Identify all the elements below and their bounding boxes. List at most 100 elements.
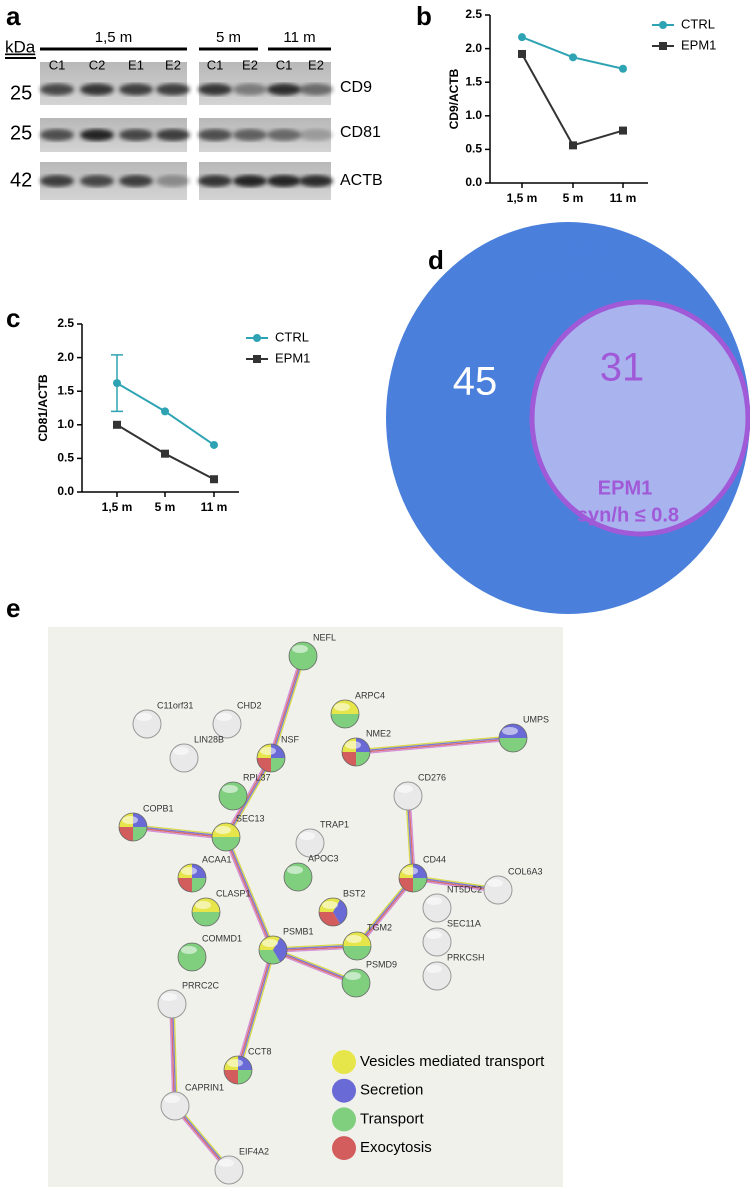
network-edge [273, 948, 357, 983]
kda-marker: 42 [10, 169, 32, 191]
node-gloss [181, 867, 197, 875]
node-gloss [215, 826, 231, 834]
node-label: BST2 [343, 888, 366, 898]
kda-marker: 25 [10, 82, 32, 104]
node-gloss [426, 965, 442, 973]
venn-rule: syn/h ≤ 0.8 [577, 504, 679, 526]
network-edge [236, 949, 273, 1070]
network-node-outline [258, 935, 288, 965]
network-node-outline [177, 863, 207, 893]
network-node-slice [413, 878, 427, 892]
network-node-slice [238, 1070, 252, 1084]
node-label: CHD2 [237, 700, 262, 710]
node-gloss [218, 1159, 234, 1167]
blot-strip [199, 62, 331, 105]
node-gloss [502, 727, 518, 735]
point [113, 420, 121, 429]
node-gloss [181, 946, 197, 954]
network-node-outline [398, 863, 428, 893]
node-label: SEC13 [236, 813, 265, 823]
node-gloss [345, 741, 361, 749]
node-label: CCT8 [248, 1046, 272, 1056]
network-node-outline [191, 897, 221, 927]
blot-band [198, 129, 232, 141]
panel-label: e [6, 593, 20, 623]
kda-marker: 25 [10, 122, 32, 144]
network-edge [355, 735, 513, 751]
node-label: TGM2 [367, 922, 392, 932]
blot-band [233, 129, 267, 141]
network-edge [357, 878, 415, 947]
venn-rule: syn/h ≥ 1.2 [536, 266, 638, 288]
node-label: COPB1 [143, 803, 174, 813]
node-gloss [345, 972, 361, 980]
lane-label: E2 [242, 57, 258, 72]
network-edge [238, 950, 275, 1071]
node-label: COMMD1 [202, 933, 242, 943]
network-edge [133, 825, 227, 837]
blot-band [80, 175, 114, 187]
legend-swatch [332, 1078, 356, 1103]
blot-band [119, 129, 153, 141]
x-tick-label: 11 m [610, 191, 637, 205]
blot-band [198, 175, 232, 187]
network-node-slice [356, 752, 370, 766]
node-label: RPL37 [243, 772, 271, 782]
node-label: CD44 [423, 854, 446, 864]
network-edge [269, 655, 303, 758]
y-tick-label: 0.0 [57, 484, 74, 498]
legend-swatch [332, 1107, 356, 1132]
lane-label: E2 [308, 57, 324, 72]
blot-band [80, 83, 114, 96]
network-node-slice [133, 827, 147, 841]
network-edge [235, 949, 272, 1070]
node-label: PRKCSH [447, 952, 485, 962]
node-gloss [322, 901, 338, 909]
blot-band [156, 83, 190, 96]
point [210, 475, 218, 484]
node-label: SEC11A [447, 918, 481, 928]
blot-band [119, 175, 153, 187]
network-edge [226, 758, 273, 838]
network-node-slice [192, 878, 206, 892]
node-gloss [287, 866, 303, 874]
node-label: NT5DC2 [447, 884, 482, 894]
network-node-slice [271, 744, 285, 758]
x-tick-label: 11 m [201, 500, 228, 514]
network-node-slice [399, 878, 413, 892]
network-edge [271, 951, 356, 986]
network-edge [227, 835, 276, 950]
point [569, 53, 577, 62]
network-edge [223, 837, 272, 952]
lane-label: E1 [128, 57, 144, 72]
network-node-slice [119, 827, 133, 841]
node-label: LIN28B [194, 734, 224, 744]
network-node-outline [223, 1055, 253, 1085]
node-gloss [334, 703, 350, 711]
legend-label: CTRL [275, 329, 309, 344]
y-axis-label: CD9/ACTB [447, 68, 461, 129]
blot-band [40, 129, 74, 141]
y-tick-label: 0.0 [465, 175, 482, 189]
network-edge [169, 1004, 174, 1107]
panel-label: d [428, 245, 444, 275]
network-edge [132, 828, 226, 840]
protein-label: CD9 [340, 79, 372, 96]
node-gloss [222, 785, 238, 793]
network-edge [272, 950, 356, 985]
y-tick-label: 1.5 [465, 74, 482, 88]
series-line [521, 36, 624, 70]
blot-band [267, 129, 301, 141]
blot-band [156, 129, 190, 141]
network-edge [355, 736, 513, 752]
node-label: COL6A3 [508, 866, 543, 876]
network-node-outline [498, 723, 528, 753]
node-label: NEFL [313, 632, 336, 642]
network-edge [268, 655, 302, 758]
network-node-outline [330, 699, 360, 729]
network-edge [356, 738, 514, 754]
network-node-outline [341, 737, 371, 767]
y-tick-label: 2.5 [57, 316, 74, 330]
point [518, 33, 526, 42]
y-tick-label: 2.0 [465, 41, 482, 55]
